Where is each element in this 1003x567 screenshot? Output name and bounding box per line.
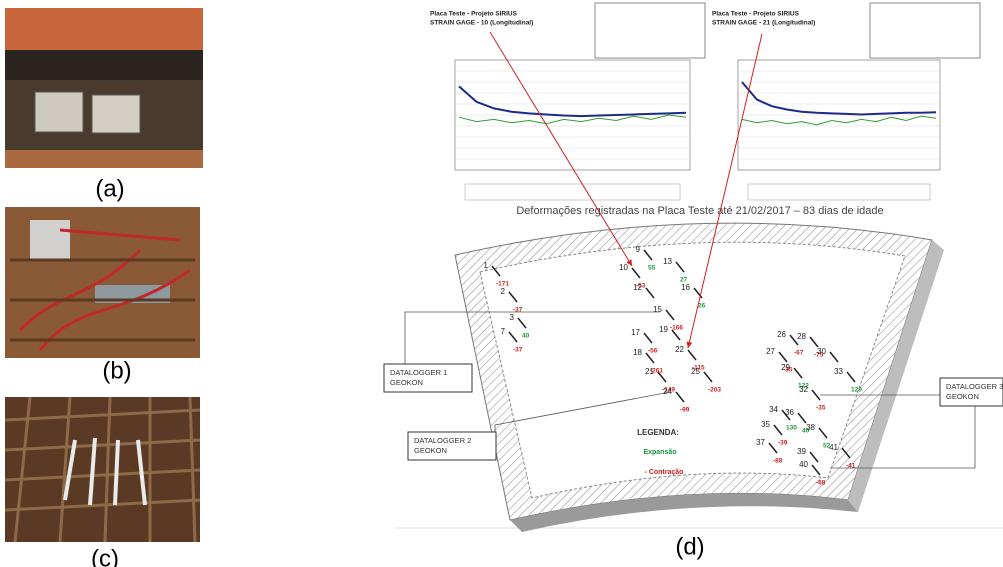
gauge-label: 30 [817, 347, 826, 356]
inset [870, 3, 980, 58]
gauge-reading: -68 [816, 480, 826, 487]
panel-title: Deformações registradas na Placa Teste a… [516, 205, 883, 217]
gauge-label: 33 [834, 367, 843, 376]
gauge-label: 22 [675, 345, 684, 354]
gauge-label: 7 [501, 327, 506, 336]
photo-b [5, 207, 200, 358]
gauge-label: 3 [510, 313, 515, 322]
gauge-reading: 130 [786, 425, 797, 432]
caption: (d) [675, 533, 704, 560]
gauge-label: 25 [691, 367, 700, 376]
gauge-label: 34 [769, 405, 778, 414]
gauge-label: 24 [663, 387, 672, 396]
gauge-label: 12 [633, 283, 642, 292]
gauge-reading: -67 [794, 350, 804, 357]
gauge-label: 27 [766, 347, 775, 356]
gauge-label: 10 [619, 263, 628, 272]
gauge-label: 17 [631, 328, 640, 337]
gauge-label: 41 [829, 443, 838, 452]
legend-contraction: - Contração [645, 469, 684, 476]
gauge-reading: -56 [648, 348, 658, 355]
gauge-label: 40 [799, 460, 808, 469]
gauge-reading: 129 [851, 387, 862, 394]
gauge-label: 19 [659, 325, 668, 334]
gauge-reading: 55 [648, 265, 656, 272]
figure: (a) (b) (c) (d) Deformações registradas … [0, 0, 1003, 567]
gauge-label: 13 [663, 257, 672, 266]
photo-a [5, 8, 203, 168]
gauge-label: 36 [785, 408, 794, 417]
gauge-reading: 26 [698, 303, 706, 310]
photo-c [5, 397, 200, 542]
gauge-label: 39 [797, 447, 806, 456]
gauge-reading: 40 [522, 333, 530, 340]
datalogger-label: DATALOGGER 1 [390, 368, 447, 377]
datalogger-label: GEOKON [946, 392, 979, 401]
legend-expansion: Expansão [643, 449, 676, 456]
gauge-label: 26 [777, 330, 786, 339]
caption: (c) [91, 545, 119, 567]
gauge-label: 1 [484, 261, 489, 270]
gauge-label: 21 [645, 367, 654, 376]
gauge-reading: -35 [816, 405, 826, 412]
gauge-label: 15 [653, 305, 662, 314]
gauge-label: 38 [806, 423, 815, 432]
datalogger-label: DATALOGGER 3 [946, 382, 1003, 391]
chart-header: Placa Teste - Projeto SIRIUS [430, 11, 518, 18]
gauge-reading: -88 [773, 458, 783, 465]
datalogger-label: GEOKON [390, 378, 423, 387]
gauge-label: 2 [501, 287, 506, 296]
gauge-label: 28 [797, 332, 806, 341]
charts: Placa Teste - Projeto SIRIUS STRAIN GAGE … [430, 3, 980, 200]
datalogger-label: GEOKON [414, 446, 447, 455]
chart-header: STRAIN GAGE - 21 (Longitudinal) [712, 20, 815, 27]
chart-header: STRAIN GAGE - 10 (Longitudinal) [430, 20, 533, 27]
legend-title: LEGENDA: [637, 428, 679, 437]
gauge-label: 32 [799, 385, 808, 394]
caption: (a) [95, 175, 124, 202]
gauge-reading: -99 [680, 407, 690, 414]
gauge-reading: -203 [708, 387, 721, 394]
gauge-label: 35 [761, 420, 770, 429]
gauge-reading: -37 [513, 307, 523, 314]
gauge-reading: -39 [778, 440, 788, 447]
gauge-reading: -37 [513, 347, 523, 354]
gauge-label: 16 [681, 283, 690, 292]
chart-legend [748, 184, 930, 200]
chart-legend [465, 184, 680, 200]
gauge-label: 9 [636, 245, 641, 254]
gauge-reading: -41 [846, 463, 856, 470]
caption: (b) [102, 357, 131, 384]
gauge-label: 29 [781, 363, 790, 372]
inset [595, 3, 705, 58]
gauge-label: 37 [756, 438, 765, 447]
chart-header: Placa Teste - Projeto SIRIUS [712, 11, 800, 18]
datalogger-label: DATALOGGER 2 [414, 436, 471, 445]
gauge-label: 18 [633, 348, 642, 357]
